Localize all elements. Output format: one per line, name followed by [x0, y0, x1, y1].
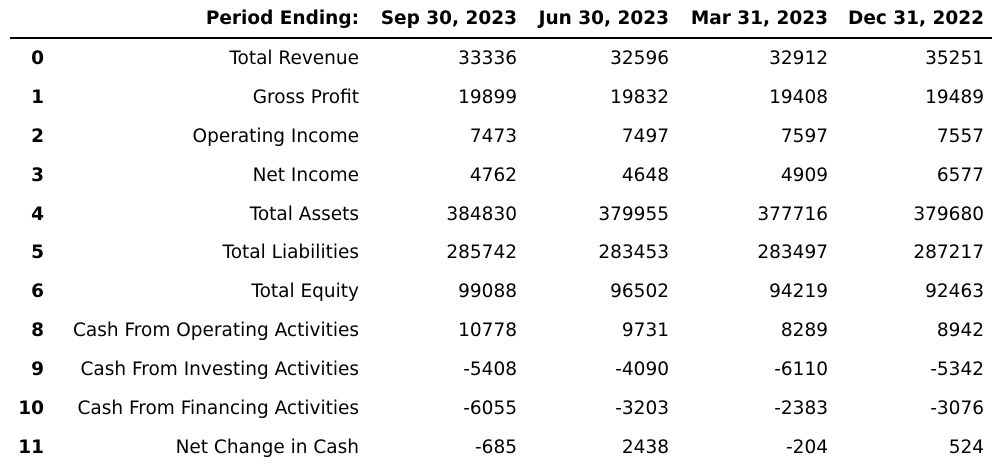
table-cell: 19832 — [610, 86, 669, 108]
row-label: Cash From Operating Activities — [73, 320, 359, 342]
table-cell: 2438 — [621, 436, 669, 458]
table-cell: 379680 — [913, 203, 984, 225]
table-cell: 4648 — [621, 164, 669, 186]
table-cell: 35251 — [925, 47, 984, 69]
table-cell: -3203 — [615, 397, 669, 419]
table-cell: -5342 — [930, 359, 984, 381]
row-label: Cash From Investing Activities — [80, 359, 359, 381]
table-cell: 96502 — [610, 281, 669, 303]
table-cell: -3076 — [930, 397, 984, 419]
row-index: 0 — [31, 47, 44, 69]
row-label: Net Income — [252, 164, 359, 186]
row-index: 5 — [31, 242, 44, 264]
table-body: 0 Total Revenue 33336 32596 32912 35251 1 Gross… — [10, 38, 992, 467]
table-cell: 7597 — [780, 125, 828, 147]
row-label: Operating Income — [192, 125, 359, 147]
column-header: Dec 31, 2022 — [847, 8, 984, 29]
row-index: 1 — [31, 86, 44, 108]
period-ending-header: Period Ending: — [205, 8, 359, 29]
row-label: Total Equity — [251, 281, 359, 303]
column-header: Jun 30, 2023 — [538, 8, 669, 29]
table-cell: -6110 — [774, 359, 828, 381]
row-label: Total Liabilities — [222, 242, 359, 264]
row-label: Total Revenue — [229, 47, 359, 69]
table-cell: -4090 — [615, 359, 669, 381]
row-index: 8 — [31, 320, 44, 342]
table-row: 1 Gross Profit 19899 19832 19408 19489 — [10, 78, 992, 117]
table-cell: 7557 — [936, 125, 984, 147]
table-cell: 524 — [948, 436, 984, 458]
row-index: 9 — [31, 359, 44, 381]
row-index: 11 — [18, 436, 44, 458]
table-row: 6 Total Equity 99088 96502 94219 92463 — [10, 272, 992, 311]
table-cell: 287217 — [913, 242, 984, 264]
row-index: 10 — [18, 397, 44, 419]
column-header: Mar 31, 2023 — [690, 8, 828, 29]
table-cell: 32912 — [769, 47, 828, 69]
table-row: 2 Operating Income 7473 7497 7597 7557 — [10, 117, 992, 156]
table-cell: 6577 — [936, 164, 984, 186]
header-row: Period Ending: Sep 30, 2023 Jun 30, 2023… — [10, 0, 992, 38]
table-header: Period Ending: Sep 30, 2023 Jun 30, 2023… — [10, 0, 992, 38]
table-cell: -685 — [475, 436, 517, 458]
table-row: 3 Net Income 4762 4648 4909 6577 — [10, 156, 992, 195]
table-cell: 19899 — [458, 86, 517, 108]
table-cell: 379955 — [598, 203, 669, 225]
table-cell: 92463 — [925, 281, 984, 303]
table-cell: 10778 — [458, 320, 517, 342]
table-cell: 19489 — [925, 86, 984, 108]
table-row: 0 Total Revenue 33336 32596 32912 35251 — [10, 38, 992, 78]
row-index: 6 — [31, 281, 44, 303]
table-row: 4 Total Assets 384830 379955 377716 379680 — [10, 195, 992, 234]
table-cell: 32596 — [610, 47, 669, 69]
table-row: 10 Cash From Financing Activities -6055 -32… — [10, 389, 992, 428]
table-cell: 7497 — [621, 125, 669, 147]
table-cell: 4762 — [469, 164, 517, 186]
table-cell: -2383 — [774, 397, 828, 419]
table-cell: 384830 — [446, 203, 517, 225]
table-cell: -6055 — [463, 397, 517, 419]
table-cell: -204 — [786, 436, 828, 458]
table-cell: 9731 — [621, 320, 669, 342]
row-label: Net Change in Cash — [175, 436, 359, 458]
table-row: 8 Cash From Operating Activities 10778 9731… — [10, 311, 992, 350]
table-cell: 377716 — [757, 203, 828, 225]
table-cell: 283497 — [757, 242, 828, 264]
row-label: Gross Profit — [252, 86, 359, 108]
table-cell: 283453 — [598, 242, 669, 264]
financial-table: Period Ending: Sep 30, 2023 Jun 30, 2023… — [10, 0, 992, 467]
table-row: 5 Total Liabilities 285742 283453 283497 2872… — [10, 233, 992, 272]
table-cell: 33336 — [458, 47, 517, 69]
table-cell: 285742 — [446, 242, 517, 264]
table-row: 11 Net Change in Cash -685 2438 -204 524 — [10, 428, 992, 467]
row-index: 2 — [31, 125, 44, 147]
table-cell: -5408 — [463, 359, 517, 381]
table-cell: 7473 — [469, 125, 517, 147]
table-row: 9 Cash From Investing Activities -5408 -409… — [10, 350, 992, 389]
table-cell: 8289 — [780, 320, 828, 342]
row-index: 3 — [31, 164, 44, 186]
index-header — [10, 0, 52, 38]
row-label: Total Assets — [249, 203, 359, 225]
row-label: Cash From Financing Activities — [77, 397, 360, 419]
table-cell: 8942 — [936, 320, 984, 342]
row-index: 4 — [31, 203, 44, 225]
table-cell: 99088 — [458, 281, 517, 303]
column-header: Sep 30, 2023 — [380, 8, 517, 29]
table-cell: 94219 — [769, 281, 828, 303]
table-cell: 19408 — [769, 86, 828, 108]
table-cell: 4909 — [780, 164, 828, 186]
